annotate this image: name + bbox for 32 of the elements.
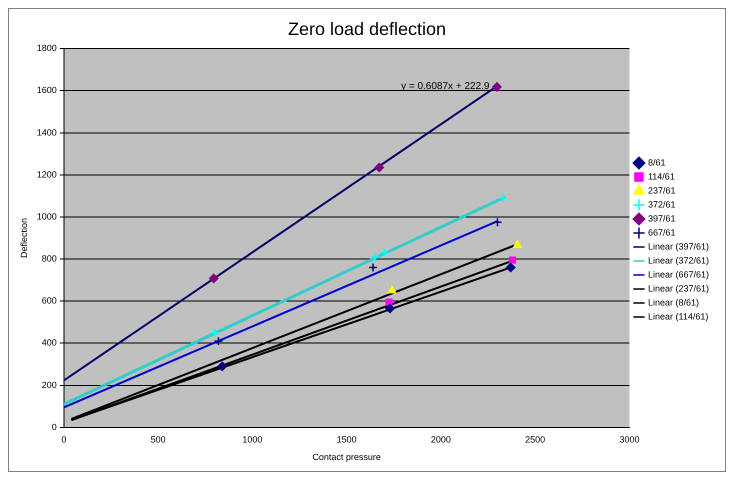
y-tick-label: 1600 [36,85,57,96]
x-tick-label: 2500 [525,434,546,444]
legend-label: Linear (372/61) [648,255,710,266]
x-tick-label: 3000 [619,434,640,444]
y-tick-label: 600 [42,296,57,306]
x-tick-label: 500 [150,434,166,444]
legend-label: 237/61 [648,185,676,196]
legend-label: Linear (667/61) [648,269,710,280]
x-tick-label: 0 [61,434,66,444]
legend-label: Linear (8/61) [648,297,699,308]
y-tick-label: 1200 [36,169,57,180]
legend-label: 114/61 [648,171,675,182]
x-tick-label: 1500 [336,434,357,444]
x-axis-title: Contact pressure [312,452,381,462]
y-tick-label: 200 [42,380,57,390]
y-tick-label: 800 [42,254,57,264]
y-tick-label: 1000 [36,211,57,222]
x-tick-label: 1000 [242,434,262,444]
y-tick-label: 0 [52,422,57,432]
legend-label: Linear (237/61) [648,283,710,294]
legend-label: Linear (114/61) [648,311,708,322]
y-tick-label: 1800 [36,43,57,54]
y-tick-label: 400 [42,338,57,348]
chart-title: Zero load deflection [288,18,446,39]
legend-label: 397/61 [648,213,676,224]
legend-label: Linear (397/61) [648,241,710,252]
y-tick-label: 1400 [36,127,57,138]
y-axis-title: Deflection [18,218,29,258]
legend-label: 8/61 [648,157,666,168]
x-tick-label: 2000 [430,434,451,444]
legend-label: 372/61 [648,199,676,210]
legend-label: 667/61 [648,227,676,238]
